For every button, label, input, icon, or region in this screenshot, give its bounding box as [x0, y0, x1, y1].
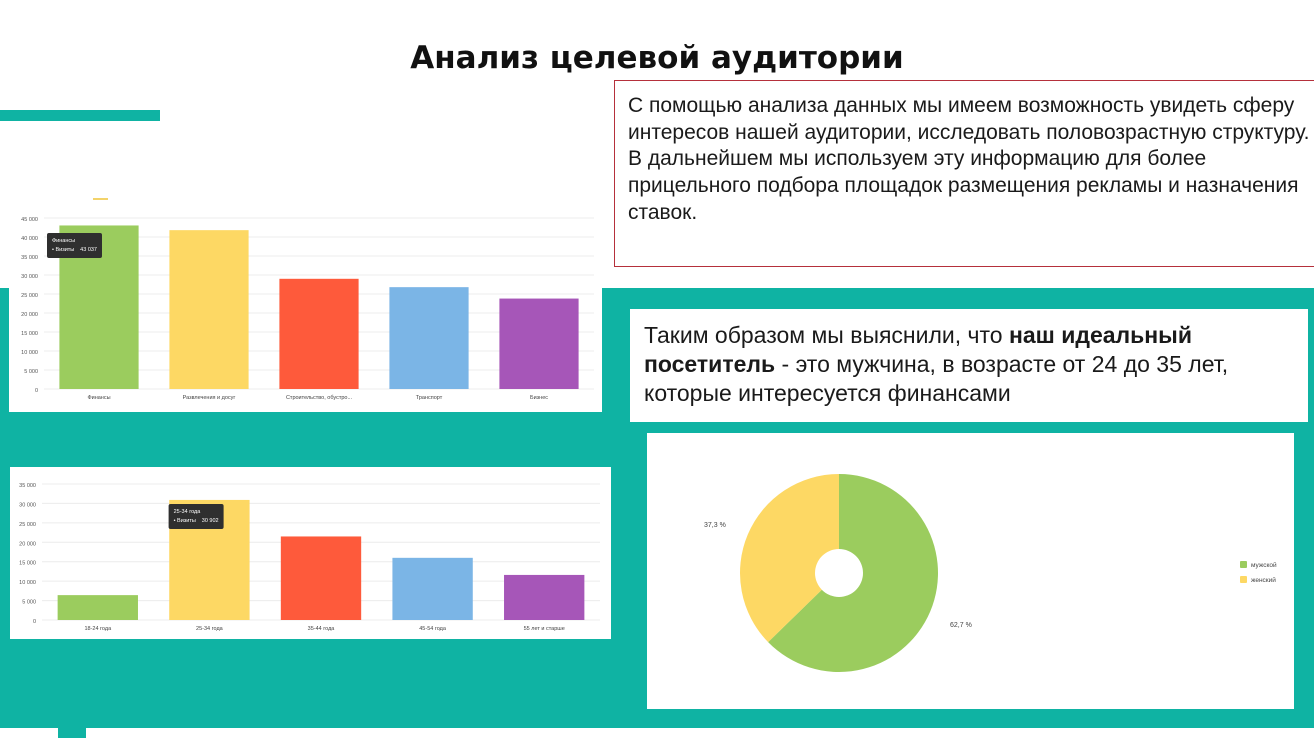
teal-accent-bar — [0, 110, 160, 121]
bar — [504, 574, 585, 620]
conclusion-text-box: Таким образом мы выяснили, что наш идеал… — [630, 309, 1308, 422]
y-tick-label: 20 000 — [19, 541, 36, 547]
legend-label: мужской — [1251, 561, 1277, 569]
tooltip-label: • Визиты — [174, 518, 196, 524]
y-tick-label: 35 000 — [21, 255, 38, 261]
y-tick-label: 5 000 — [24, 369, 38, 375]
y-tick-label: 40 000 — [21, 236, 38, 242]
y-tick-label: 10 000 — [21, 350, 38, 356]
conclusion-text-bold: наш идеальный посетитель — [644, 322, 1192, 377]
interests-bar-chart-svg: 0 5 000 10 000 15 000 20 000 25 000 30 000 35 0… — [21, 217, 594, 401]
y-tick-label: 10 000 — [19, 580, 36, 586]
x-tick-label: 35-44 года — [308, 626, 336, 632]
tooltip-title: 25-34 года — [174, 509, 202, 515]
conclusion-text-before: Таким образом мы выяснили, что — [644, 322, 1009, 348]
y-tick-label: 0 — [35, 388, 38, 394]
y-tick-label: 30 000 — [19, 502, 36, 508]
interests-bar-chart: 0 5 000 10 000 15 000 20 000 25 000 30 000 35 0… — [9, 212, 602, 412]
intro-paragraph-1: С помощью анализа данных мы имеем возмож… — [628, 94, 1310, 144]
bar — [499, 298, 579, 389]
y-tick-label: 30 000 — [21, 274, 38, 280]
y-tick-label: 15 000 — [21, 331, 38, 337]
x-tick-label: Бизнес — [530, 395, 548, 401]
x-tick-label: Развлечения и досуг — [183, 395, 236, 401]
tooltip-title: Финансы — [52, 238, 75, 244]
pie-hole — [815, 549, 863, 597]
tooltip-value: 43 037 — [80, 247, 97, 253]
gender-pie-chart: 62,7 % мужской 37,3 % женский — [647, 433, 1294, 709]
intro-paragraph-2: В дальнейшем мы используем эту информаци… — [628, 147, 1299, 224]
teal-accent-stub — [58, 728, 86, 738]
legend-swatch — [1240, 561, 1247, 568]
legend-swatch — [1240, 576, 1247, 583]
y-tick-label: 45 000 — [21, 217, 38, 223]
x-tick-label: 25-34 года — [196, 626, 224, 632]
x-tick-label: 45-54 года — [419, 626, 447, 632]
x-tick-label: Финансы — [87, 395, 110, 401]
x-tick-label: Транспорт — [416, 395, 443, 401]
page-title: Анализ целевой аудитории — [410, 40, 904, 76]
x-tick-label: 55 лет и старше — [524, 626, 565, 632]
pie-label: 62,7 % — [950, 622, 972, 629]
tooltip-label: • Визиты — [52, 247, 74, 253]
age-bar-chart-svg: 0 5 000 10 000 15 000 20 000 25 000 30 000 35 0… — [19, 483, 600, 632]
bar — [392, 557, 473, 620]
pie-label: 37,3 % — [704, 522, 726, 529]
age-bar-chart: 0 5 000 10 000 15 000 20 000 25 000 30 000 35 0… — [10, 467, 611, 639]
bar — [389, 287, 469, 389]
tooltip-box — [168, 504, 224, 529]
y-tick-label: 5 000 — [22, 600, 36, 606]
x-tick-label: Строительство, обустро... — [286, 395, 353, 401]
conclusion-text-after: - это мужчина, в возрасте от 24 до 35 ле… — [644, 351, 1229, 406]
pie-slice — [740, 474, 839, 643]
yellow-accent-dash — [93, 198, 108, 200]
bar — [57, 595, 138, 620]
y-tick-label: 0 — [33, 619, 36, 625]
legend-label: женский — [1251, 576, 1276, 584]
intro-text-box: С помощью анализа данных мы имеем возмож… — [614, 80, 1314, 267]
y-tick-label: 25 000 — [21, 293, 38, 299]
x-tick-label: 18-24 года — [84, 626, 112, 632]
bar — [279, 278, 359, 389]
tooltip-box — [47, 233, 102, 258]
y-tick-label: 25 000 — [19, 522, 36, 528]
bar — [280, 536, 362, 620]
tooltip-value: 30 902 — [202, 518, 219, 524]
bar — [169, 230, 249, 389]
gender-pie-chart-svg: 62,7 % мужской 37,3 % женский — [704, 474, 1277, 672]
y-tick-label: 20 000 — [21, 312, 38, 318]
y-tick-label: 15 000 — [19, 561, 36, 567]
y-tick-label: 35 000 — [19, 483, 36, 489]
